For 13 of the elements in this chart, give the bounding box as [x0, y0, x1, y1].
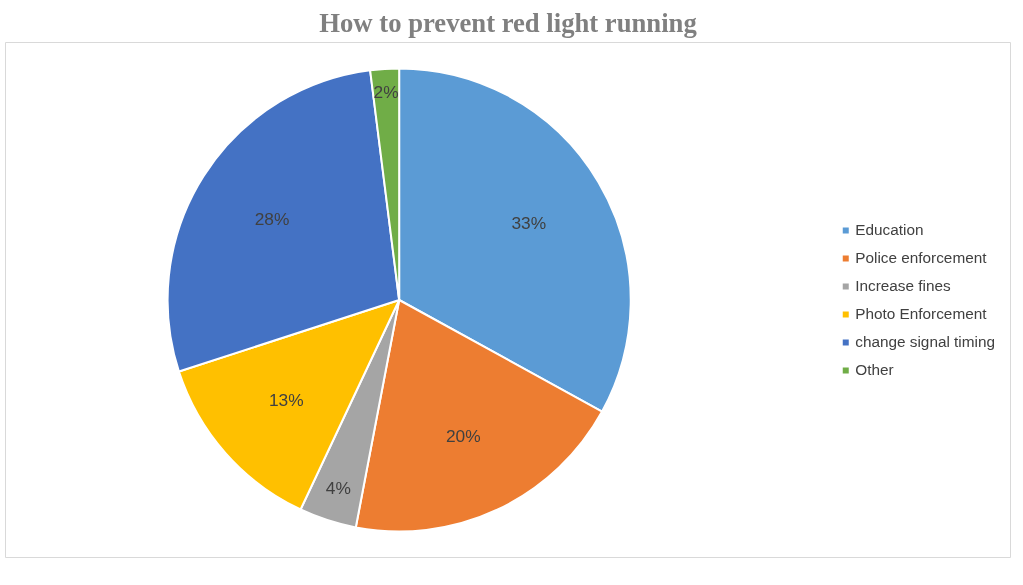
- data-label: 2%: [373, 81, 399, 102]
- data-label: 4%: [325, 477, 351, 498]
- data-label: 20%: [445, 426, 481, 447]
- data-label: 13%: [268, 389, 304, 410]
- legend-label: Photo Enforcement: [855, 304, 987, 323]
- data-label: 33%: [511, 213, 547, 234]
- chart-title: How to prevent red light running: [319, 7, 698, 38]
- legend-label: Other: [855, 360, 894, 379]
- legend-label: change signal timing: [855, 332, 995, 351]
- legend-label: Increase fines: [855, 276, 951, 295]
- legend-label: Education: [855, 220, 924, 239]
- legend-label: Police enforcement: [855, 248, 987, 267]
- data-label: 28%: [254, 209, 290, 230]
